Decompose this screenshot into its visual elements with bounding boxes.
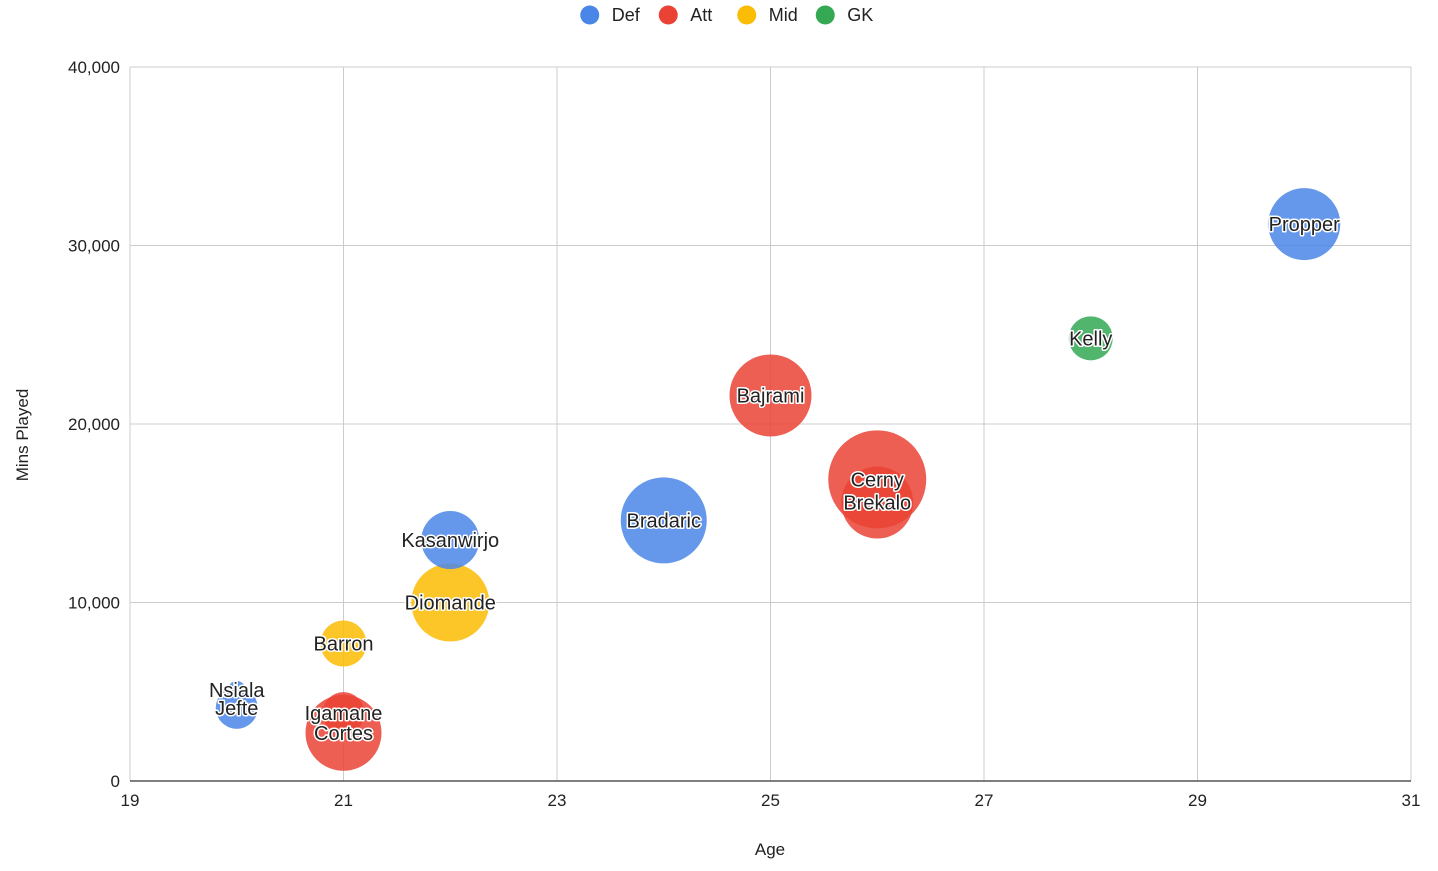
bubble-kasanwirjo[interactable] [421, 511, 480, 570]
bubble-label-nsiala: Nsiala [209, 680, 265, 702]
legend-label-gk: GK [847, 5, 873, 25]
x-tick-label: 29 [1188, 791, 1207, 810]
bubble-label-brekalo: Brekalo [843, 493, 911, 515]
x-axis-title: Age [755, 840, 785, 859]
bubble-label-propper: Propper [1269, 214, 1340, 236]
y-tick-label: 30,000 [68, 237, 120, 256]
legend-marker-gk [815, 5, 835, 25]
legend-item-def[interactable]: Def [580, 5, 641, 25]
bubble-label-cortes: Cortes [314, 723, 373, 745]
legend-marker-def [580, 5, 600, 25]
y-tick-label: 40,000 [68, 58, 120, 77]
y-tick-label: 0 [111, 772, 120, 791]
bubble-jefte[interactable] [215, 686, 258, 729]
legend-marker-mid [737, 5, 757, 25]
bubble-label-barron: Barron [313, 634, 373, 656]
bubble-label-igamane: Igamane [305, 703, 383, 725]
y-tick-label: 10,000 [68, 594, 120, 613]
y-axis-title: Mins Played [13, 389, 32, 482]
bubble-label-bradaric: Bradaric [627, 510, 701, 532]
legend[interactable]: Def Att Mid GK [580, 5, 873, 25]
legend-label-def: Def [612, 5, 641, 25]
legend-item-att[interactable]: Att [658, 5, 713, 25]
x-tick-label: 27 [975, 791, 994, 810]
x-tick-label: 25 [761, 791, 780, 810]
y-tick-label: 20,000 [68, 415, 120, 434]
bubble-barron[interactable] [320, 620, 367, 667]
bubble-propper[interactable] [1268, 188, 1341, 261]
bubble-brekalo[interactable] [841, 466, 914, 539]
axes: 19 21 23 25 27 29 31 0 10,000 20,000 30,000 40,000 [68, 58, 1420, 810]
bubble-igamane[interactable] [322, 692, 365, 735]
bubble-kelly[interactable] [1068, 316, 1113, 361]
bubble-bajrami[interactable] [729, 354, 812, 437]
bubble-diomande[interactable] [411, 563, 490, 642]
legend-item-mid[interactable]: Mid [737, 5, 798, 25]
bubble-label-cerny: Cerny [851, 469, 904, 491]
bubble-label-kelly: Kelly [1069, 328, 1112, 350]
x-tick-label: 31 [1402, 791, 1421, 810]
bubble-label-bajrami: Bajrami [737, 385, 805, 407]
bubble-label-diomande: Diomande [405, 593, 496, 615]
bubbles [215, 188, 1341, 771]
legend-label-mid: Mid [769, 5, 798, 25]
x-tick-label: 19 [121, 791, 140, 810]
x-tick-label: 21 [334, 791, 353, 810]
bubble-label-kasanwirjo: Kasanwirjo [401, 530, 499, 552]
legend-marker-att [658, 5, 678, 25]
bubble-label-jefte: Jefte [215, 698, 258, 720]
legend-item-gk[interactable]: GK [815, 5, 874, 25]
bubble-nsiala[interactable] [227, 680, 246, 699]
x-tick-label: 23 [548, 791, 567, 810]
legend-label-att: Att [690, 5, 712, 25]
bubble-bradaric[interactable] [620, 477, 707, 564]
